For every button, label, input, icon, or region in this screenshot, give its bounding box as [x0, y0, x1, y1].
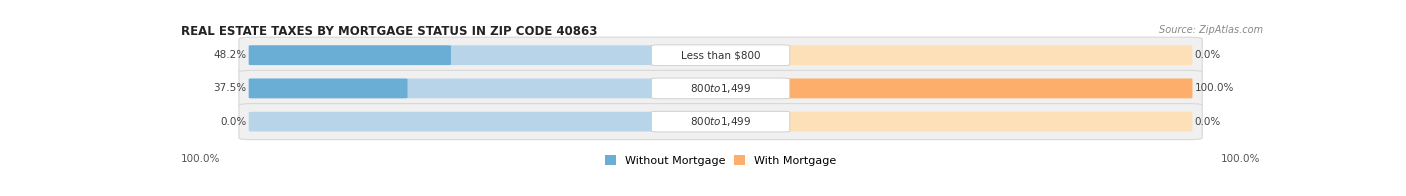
FancyBboxPatch shape — [651, 111, 790, 132]
FancyBboxPatch shape — [249, 79, 408, 98]
FancyBboxPatch shape — [239, 37, 1202, 73]
Text: Less than $800: Less than $800 — [681, 50, 761, 60]
Text: 100.0%: 100.0% — [1195, 83, 1234, 93]
FancyBboxPatch shape — [249, 79, 661, 98]
FancyBboxPatch shape — [249, 45, 661, 65]
Text: 37.5%: 37.5% — [214, 83, 246, 93]
Text: Source: ZipAtlas.com: Source: ZipAtlas.com — [1159, 25, 1263, 35]
Text: REAL ESTATE TAXES BY MORTGAGE STATUS IN ZIP CODE 40863: REAL ESTATE TAXES BY MORTGAGE STATUS IN … — [181, 25, 598, 38]
FancyBboxPatch shape — [239, 70, 1202, 106]
FancyBboxPatch shape — [651, 78, 790, 99]
Text: 100.0%: 100.0% — [181, 154, 221, 164]
FancyBboxPatch shape — [780, 112, 1192, 132]
Text: 0.0%: 0.0% — [1195, 50, 1220, 60]
FancyBboxPatch shape — [651, 45, 790, 65]
FancyBboxPatch shape — [249, 112, 661, 132]
FancyBboxPatch shape — [239, 103, 1202, 140]
FancyBboxPatch shape — [249, 45, 451, 65]
Text: 0.0%: 0.0% — [221, 117, 246, 127]
FancyBboxPatch shape — [780, 79, 1192, 98]
Text: 100.0%: 100.0% — [1220, 154, 1260, 164]
Text: 48.2%: 48.2% — [214, 50, 246, 60]
FancyBboxPatch shape — [780, 79, 1192, 98]
Text: $800 to $1,499: $800 to $1,499 — [690, 82, 751, 95]
Text: $800 to $1,499: $800 to $1,499 — [690, 115, 751, 128]
FancyBboxPatch shape — [780, 45, 1192, 65]
Text: 0.0%: 0.0% — [1195, 117, 1220, 127]
Legend: Without Mortgage, With Mortgage: Without Mortgage, With Mortgage — [605, 155, 837, 166]
